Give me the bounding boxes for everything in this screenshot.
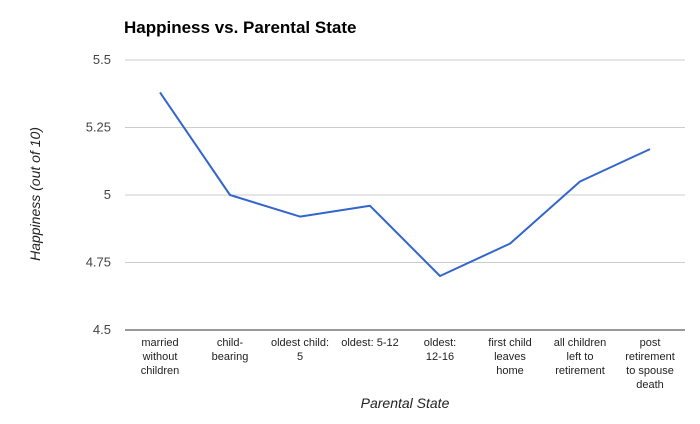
- x-tick-label: first child leaves home: [488, 337, 531, 377]
- y-tick-label: 4.5: [93, 322, 111, 337]
- x-tick-label: all children left to retirement: [554, 337, 607, 377]
- x-tick-label: oldest: 5-12: [341, 337, 398, 349]
- y-tick-label: 5.5: [93, 52, 111, 67]
- x-tick-label: post retirement to spouse death: [625, 337, 675, 391]
- x-axis-ticks: married without children child-bearing oldes…: [141, 337, 675, 391]
- chart-title: Happiness vs. Parental State: [124, 18, 356, 37]
- y-axis-ticks: 4.5 4.75 5 5.25 5.5: [86, 52, 111, 337]
- series-line: [159, 91, 651, 277]
- x-tick-label: oldest: 12-16: [424, 337, 456, 363]
- y-tick-label: 5: [104, 187, 111, 202]
- x-tick-label: married without children: [141, 337, 180, 377]
- x-tick-label: oldest child: 5: [271, 337, 329, 363]
- gridlines: [125, 59, 685, 331]
- x-tick-label: child-bearing: [212, 337, 249, 363]
- series-layer: [159, 91, 651, 277]
- y-axis-label: Happiness (out of 10): [27, 127, 43, 261]
- y-tick-label: 4.75: [86, 255, 111, 270]
- y-tick-label: 5.25: [86, 120, 111, 135]
- x-axis-label: Parental State: [361, 395, 450, 411]
